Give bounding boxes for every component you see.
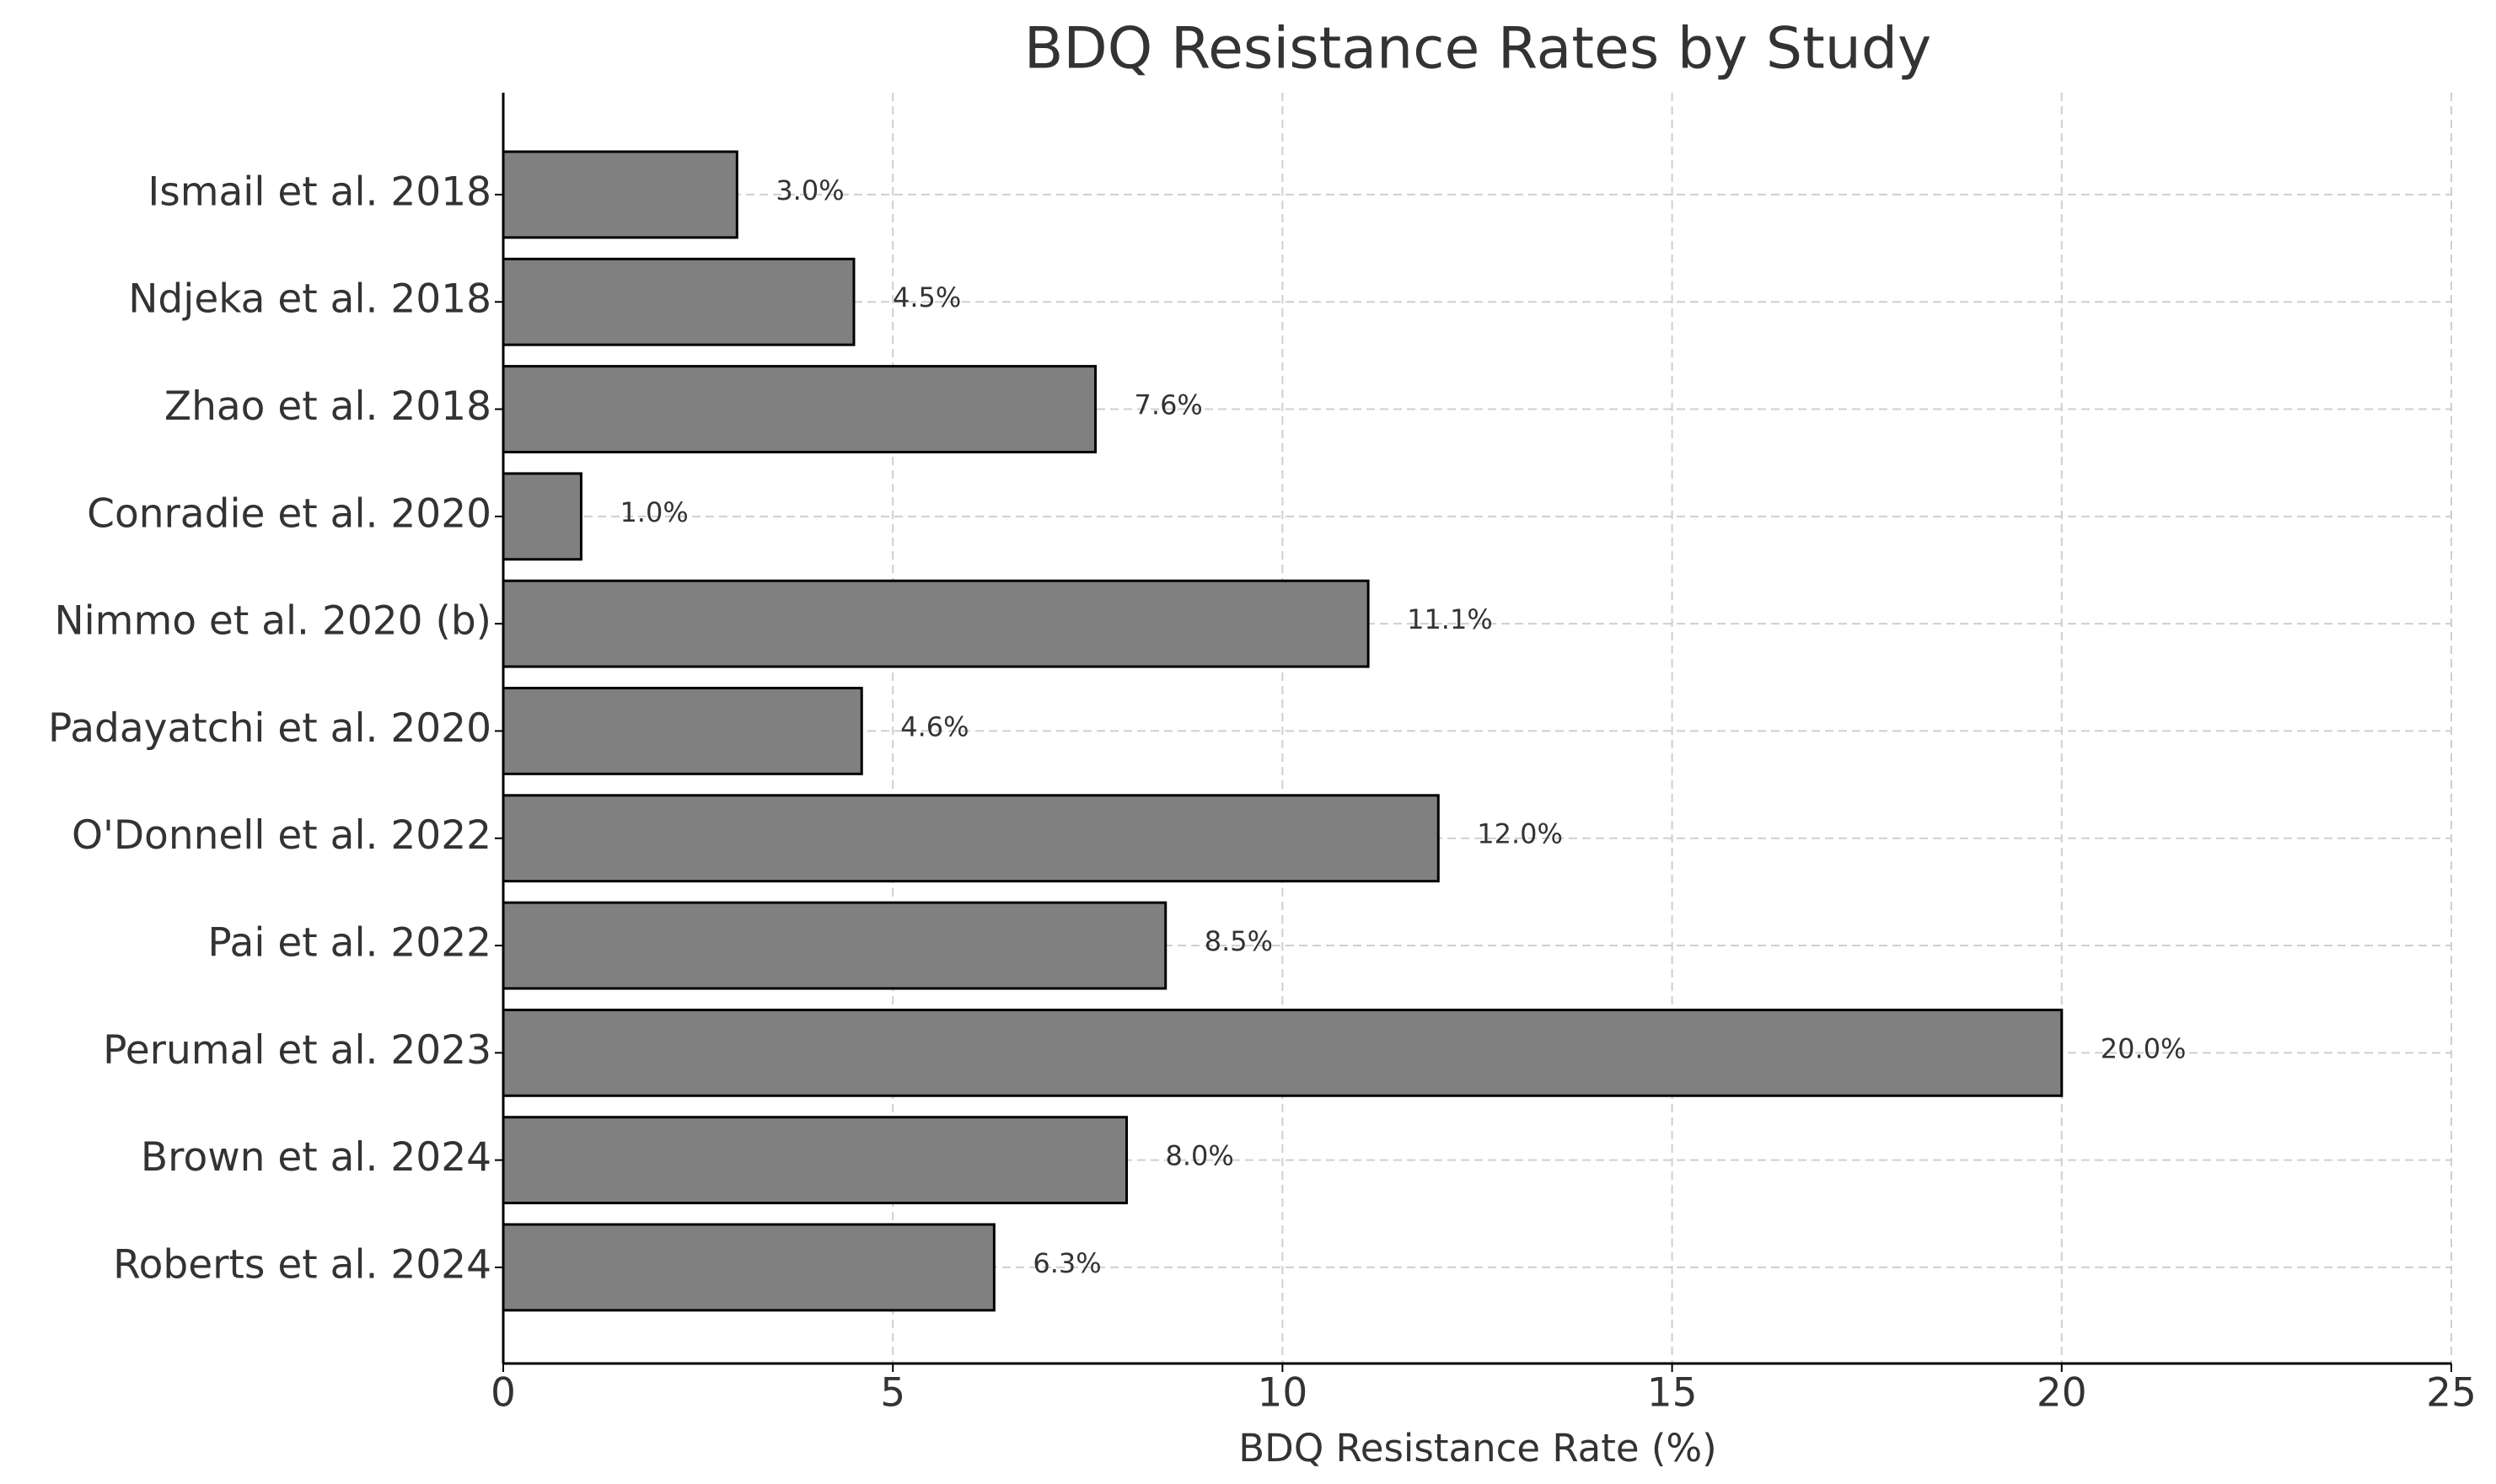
bar bbox=[502, 687, 863, 775]
y-tick-label: Brown et al. 2024 bbox=[141, 1134, 491, 1181]
value-label: 11.1% bbox=[1407, 603, 1493, 635]
bar bbox=[502, 472, 582, 561]
y-tick-label: Padayatchi et al. 2020 bbox=[48, 705, 491, 752]
x-axis-label: BDQ Resistance Rate (%) bbox=[1238, 1426, 1716, 1471]
chart-title: BDQ Resistance Rates by Study bbox=[1024, 16, 1932, 83]
value-label: 7.6% bbox=[1135, 389, 1203, 421]
bar bbox=[502, 579, 1370, 668]
y-tick-label: Ismail et al. 2018 bbox=[148, 169, 491, 215]
value-label: 8.5% bbox=[1205, 925, 1273, 957]
y-tick-label: Ndjeka et al. 2018 bbox=[128, 276, 491, 323]
y-tick-label: Roberts et al. 2024 bbox=[113, 1241, 491, 1288]
y-tick-label: Conradie et al. 2020 bbox=[87, 490, 491, 537]
value-label: 20.0% bbox=[2101, 1032, 2187, 1064]
x-tick-label: 5 bbox=[880, 1370, 905, 1417]
y-tick-label: Zhao et al. 2018 bbox=[164, 383, 491, 430]
x-tick-label: 25 bbox=[2426, 1370, 2477, 1417]
value-label: 8.0% bbox=[1166, 1140, 1234, 1172]
bar bbox=[502, 1223, 996, 1312]
value-label: 1.0% bbox=[620, 496, 688, 528]
x-tick-label: 15 bbox=[1647, 1370, 1698, 1417]
x-tick-label: 10 bbox=[1257, 1370, 1307, 1417]
value-label: 4.6% bbox=[900, 710, 969, 742]
value-label: 6.3% bbox=[1033, 1247, 1101, 1279]
y-tick-label: Pai et al. 2022 bbox=[207, 920, 491, 967]
bar bbox=[502, 1008, 2064, 1097]
y-tick-label: O'Donnell et al. 2022 bbox=[72, 812, 491, 859]
bar bbox=[502, 794, 1440, 883]
x-tick-label: 0 bbox=[491, 1370, 516, 1417]
y-tick-label: Perumal et al. 2023 bbox=[103, 1027, 491, 1074]
x-tick-label: 20 bbox=[2037, 1370, 2087, 1417]
bar bbox=[502, 901, 1167, 990]
value-label: 4.5% bbox=[893, 281, 961, 313]
value-label: 3.0% bbox=[776, 174, 844, 206]
bar bbox=[502, 257, 856, 346]
value-label: 12.0% bbox=[1477, 818, 1563, 850]
y-tick-label: Nimmo et al. 2020 (b) bbox=[54, 598, 491, 645]
bar bbox=[502, 1116, 1129, 1205]
bar bbox=[502, 365, 1098, 453]
bar bbox=[502, 150, 738, 239]
